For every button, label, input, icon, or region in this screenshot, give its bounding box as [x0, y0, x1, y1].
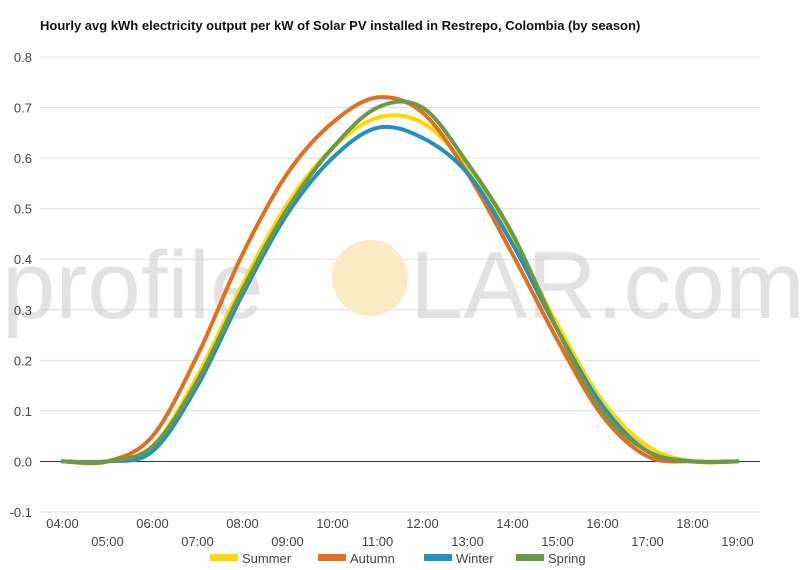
- legend-label-autumn: Autumn: [350, 551, 395, 566]
- legend-swatch-winter: [424, 554, 452, 561]
- grid-layer: [40, 56, 760, 513]
- series-layer: [60, 95, 740, 466]
- x-tick-label: 14:00: [496, 516, 529, 531]
- series-line-spring: [60, 99, 740, 465]
- x-tick-label: 19:00: [721, 534, 754, 549]
- y-tick-label: 0.3: [14, 303, 32, 318]
- x-tick-label: 05:00: [91, 534, 124, 549]
- legend: Summer Autumn Winter Spring: [210, 551, 586, 566]
- legend-swatch-autumn: [318, 554, 346, 561]
- watermark-sun-icon: [332, 240, 408, 316]
- legend-label-winter: Winter: [456, 551, 494, 566]
- x-tick-label: 18:00: [676, 516, 709, 531]
- y-tick-label: 0.6: [14, 151, 32, 166]
- legend-label-spring: Spring: [548, 551, 586, 566]
- watermark: profile LAR.com: [2, 232, 800, 339]
- x-tick-label: 07:00: [181, 534, 214, 549]
- x-tick-label: 09:00: [271, 534, 304, 549]
- x-tick-label: 06:00: [136, 516, 169, 531]
- legend-swatch-summer: [210, 554, 238, 561]
- y-tick-label: -0.1: [10, 505, 32, 520]
- series-line-winter: [60, 124, 740, 465]
- x-tick-label: 08:00: [226, 516, 259, 531]
- y-tick-label: 0.4: [14, 252, 32, 267]
- x-tick-label: 16:00: [586, 516, 619, 531]
- x-tick-label: 17:00: [631, 534, 664, 549]
- y-tick-label: 0.7: [14, 101, 32, 116]
- x-tick-label: 04:00: [46, 516, 79, 531]
- x-tick-label: 13:00: [451, 534, 484, 549]
- series-line-autumn: [60, 95, 740, 466]
- x-axis: 04:00 05:00 06:00 07:00 08:00 09:00 10:00 11:00…: [46, 516, 754, 549]
- y-tick-label: 0.1: [14, 404, 32, 419]
- watermark-text-suffix: LAR.com: [410, 232, 800, 339]
- y-tick-label: 0.2: [14, 353, 32, 368]
- x-tick-label: 12:00: [406, 516, 439, 531]
- watermark-text-prefix: profile: [2, 232, 263, 339]
- y-tick-label: 0.8: [14, 50, 32, 65]
- legend-swatch-spring: [516, 554, 544, 561]
- chart-title: Hourly avg kWh electricity output per kW…: [40, 18, 641, 33]
- legend-label-summer: Summer: [242, 551, 292, 566]
- y-tick-label: 0.0: [14, 454, 32, 469]
- x-tick-label: 10:00: [316, 516, 349, 531]
- x-tick-label: 11:00: [362, 534, 394, 549]
- y-tick-label: 0.5: [14, 202, 32, 217]
- x-tick-label: 15:00: [541, 534, 574, 549]
- y-axis: -0.1 0.0 0.1 0.2 0.3 0.4 0.5 0.6 0.7 0.8: [10, 50, 32, 520]
